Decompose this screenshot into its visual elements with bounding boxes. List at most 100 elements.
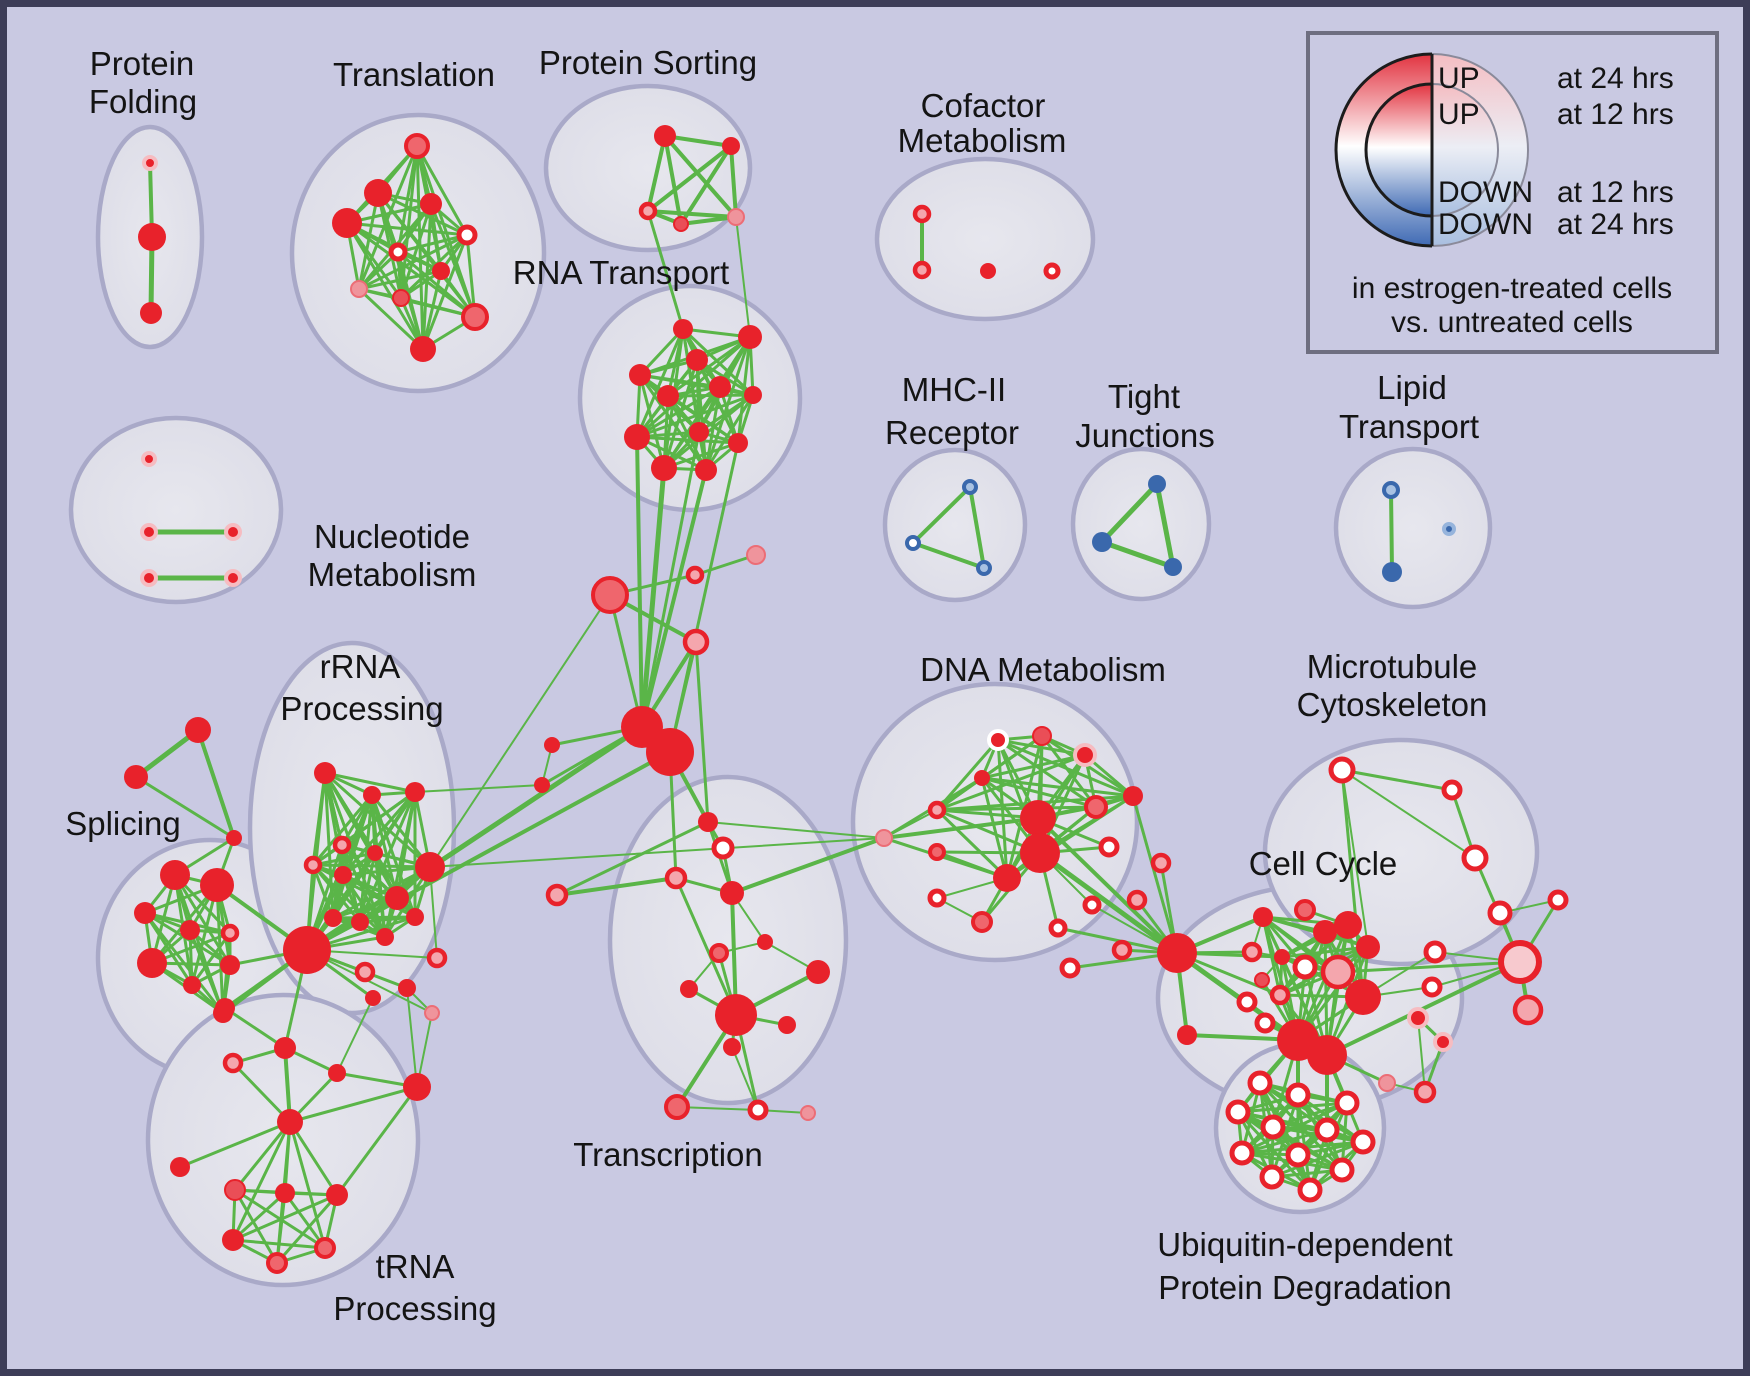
node-ub1 (1247, 1070, 1273, 1096)
node-x1 (185, 717, 211, 743)
node-cc20 (1378, 1074, 1396, 1092)
edge-tx11-tx13 (731, 1046, 759, 1111)
legend-outer-left-arc (1334, 52, 1433, 248)
edge-lp1-lp3 (1389, 488, 1394, 574)
node-dm6 (928, 843, 946, 861)
node-rt7 (744, 386, 762, 404)
legend-up24-dir: UP (1438, 62, 1480, 95)
node-cc4 (1334, 911, 1362, 939)
edge-ub6-ub8 (1240, 1128, 1329, 1155)
edge-rr8-dm0 (429, 837, 885, 868)
node-dm22 (1059, 957, 1081, 979)
node-dm10 (927, 888, 947, 908)
legend-ring-inner-left (1366, 84, 1432, 216)
node-c2 (685, 565, 705, 585)
node-dm13 (1082, 895, 1102, 915)
edge-t2-t8 (357, 191, 380, 291)
node-nm4 (140, 569, 158, 587)
edge-rr2-rr5 (311, 793, 374, 867)
node-tx8 (680, 980, 698, 998)
node-cc13 (1236, 991, 1258, 1013)
node-rr10 (324, 909, 342, 927)
edge-cc11-mt1 (1340, 768, 1365, 999)
cluster-label-rrna-processing-line2: Processing (280, 690, 443, 727)
edge-dm0-dm7 (882, 816, 1040, 840)
legend-down24-time: at 24 hrs (1557, 208, 1674, 241)
node-rr18 (424, 1005, 440, 1021)
edge-dm0-tx1 (707, 821, 885, 839)
node-tx14 (800, 1105, 816, 1121)
edge-tn9-tn12 (275, 1193, 339, 1265)
edge-tn5-tn6 (178, 1120, 292, 1169)
legend-up12-dir: UP (1438, 98, 1480, 131)
edge-dm8-dmh (1037, 850, 1180, 956)
edge-cc18-cc21 (1417, 1017, 1426, 1093)
edge-sp5-sp8 (190, 931, 232, 987)
node-rt12 (695, 459, 717, 481)
edge-t8-t11 (357, 287, 425, 351)
edge-dm2-dm15 (1040, 734, 1098, 809)
edge-rt10-rt11 (662, 441, 740, 470)
node-c7 (544, 737, 560, 753)
node-lp1 (1382, 481, 1400, 499)
node-cc1 (1253, 907, 1273, 927)
node-cc9 (1254, 972, 1270, 988)
edge-cc5-cc7 (1280, 945, 1370, 959)
cluster-label-tight-junctions-line2: Junctions (1075, 417, 1214, 454)
cluster-label-transcription-line1: Transcription (573, 1136, 763, 1173)
node-dmh (1157, 933, 1197, 973)
node-cc10 (1320, 954, 1356, 990)
node-dm16 (1098, 836, 1120, 858)
cluster-ellipse-nucleotide-metabolism (68, 415, 284, 605)
edge-c2-c3 (693, 553, 758, 577)
edge-t7-t8 (357, 269, 443, 291)
node-tx10 (778, 1016, 796, 1034)
node-dm8 (1020, 833, 1060, 873)
node-ub10 (1329, 1157, 1355, 1183)
edge-rrh-c6 (305, 750, 672, 952)
node-rt9 (624, 424, 650, 450)
node-cc5 (1356, 935, 1380, 959)
node-rr17 (365, 990, 381, 1006)
edge-t5-t8 (357, 233, 469, 291)
cluster-label-trna-processing-line1: tRNA (376, 1248, 455, 1285)
node-tn1 (215, 998, 235, 1018)
node-cc21 (1413, 1080, 1437, 1104)
node-x3 (226, 830, 242, 846)
node-tj3 (1164, 558, 1182, 576)
node-rr1 (314, 762, 336, 784)
edge-c5-rr8 (428, 725, 644, 869)
node-c8 (534, 777, 550, 793)
node-cm1 (912, 204, 932, 224)
node-tn4 (328, 1064, 346, 1082)
legend-inner-left-arc (1364, 82, 1433, 218)
node-tx5 (545, 883, 569, 907)
edge-rr3-rr12 (383, 790, 417, 939)
cluster-label-cofactor-metabolism-line2: Metabolism (898, 122, 1067, 159)
node-rr11 (351, 913, 369, 931)
legend-inner-right-arc (1431, 83, 1499, 217)
node-rr7 (367, 845, 383, 861)
edge-tj1-tj3 (1154, 481, 1176, 570)
node-sp7 (220, 955, 240, 975)
node-sp1 (160, 860, 190, 890)
node-ub6 (1314, 1117, 1340, 1143)
node-rt3 (686, 349, 708, 371)
node-rr4 (332, 835, 352, 855)
node-tx3 (664, 866, 688, 890)
node-cc17 (1421, 976, 1443, 998)
node-t5 (456, 224, 478, 246)
node-dm9 (993, 864, 1021, 892)
node-pf3 (140, 302, 162, 324)
node-rn19 (403, 1073, 431, 1101)
edge-ps2-ps5 (729, 144, 738, 219)
edge-rr17-tn4 (336, 997, 374, 1074)
legend-down12-time: at 12 hrs (1557, 176, 1674, 209)
node-nm3 (224, 523, 242, 541)
node-tn8 (275, 1183, 295, 1203)
edge-t3-t10 (429, 202, 477, 319)
node-mt2 (1441, 779, 1463, 801)
edge-ps4-ps5 (679, 215, 738, 226)
edge-mh1-mh3 (968, 485, 986, 570)
edge-t4-t10 (345, 221, 477, 319)
